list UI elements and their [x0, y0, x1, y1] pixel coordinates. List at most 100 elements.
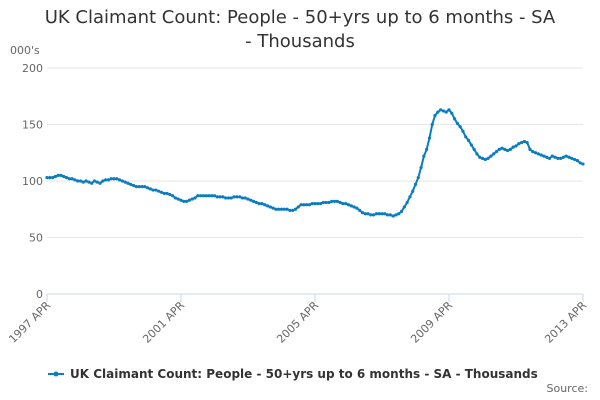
- point: [411, 189, 415, 193]
- point: [360, 211, 365, 215]
- point: [224, 196, 228, 200]
- point: [48, 176, 52, 180]
- point: [235, 195, 239, 199]
- point: [260, 202, 264, 206]
- y-tick-label: 50: [29, 232, 43, 245]
- point: [92, 179, 97, 183]
- point: [299, 203, 303, 207]
- point: [95, 180, 99, 184]
- point: [305, 203, 309, 207]
- point: [441, 109, 446, 113]
- point: [341, 202, 345, 206]
- point: [45, 176, 49, 180]
- point: [553, 155, 557, 159]
- point: [377, 212, 381, 216]
- point: [385, 213, 390, 217]
- point: [519, 140, 524, 145]
- point: [151, 188, 155, 192]
- point: [506, 148, 510, 153]
- legend-label: UK Claimant Count: People - 50+yrs up to…: [70, 367, 538, 381]
- series-line: [47, 108, 584, 218]
- point: [87, 180, 91, 184]
- point: [528, 147, 532, 151]
- point: [567, 155, 571, 159]
- point: [344, 202, 348, 206]
- point: [271, 206, 275, 210]
- point: [210, 194, 214, 198]
- point: [251, 199, 256, 203]
- point: [486, 156, 490, 160]
- point: [56, 173, 60, 177]
- point: [193, 196, 197, 200]
- point: [120, 179, 124, 183]
- point: [70, 177, 74, 181]
- point: [444, 110, 448, 114]
- point: [536, 152, 540, 156]
- point: [307, 203, 312, 207]
- x-tick-label: 2009 APR: [408, 299, 455, 346]
- point: [405, 200, 409, 205]
- point: [62, 174, 66, 179]
- point: [394, 213, 398, 217]
- point: [50, 176, 55, 180]
- point: [346, 203, 351, 207]
- point: [190, 197, 194, 201]
- point: [556, 156, 560, 160]
- point: [352, 205, 356, 209]
- point: [226, 196, 231, 200]
- point: [450, 111, 454, 115]
- point: [542, 154, 546, 158]
- point: [296, 205, 300, 209]
- point: [198, 194, 203, 198]
- point: [369, 213, 373, 217]
- point: [318, 202, 323, 206]
- point: [452, 117, 457, 121]
- point: [64, 176, 69, 180]
- point: [408, 195, 412, 199]
- point: [165, 191, 169, 196]
- point: [249, 198, 253, 202]
- point: [73, 178, 77, 182]
- point: [238, 195, 242, 199]
- point: [76, 179, 80, 183]
- point: [564, 154, 568, 158]
- point: [279, 207, 284, 211]
- point: [455, 121, 459, 125]
- point: [117, 178, 122, 182]
- point: [500, 146, 504, 150]
- point: [461, 129, 465, 133]
- point: [397, 212, 401, 216]
- point: [173, 196, 178, 200]
- point: [243, 196, 247, 200]
- source: Source:: [547, 382, 589, 395]
- point: [475, 152, 479, 156]
- point: [263, 203, 267, 207]
- point: [355, 206, 359, 210]
- point: [517, 142, 521, 146]
- point: [176, 197, 180, 201]
- point: [78, 179, 83, 183]
- point: [419, 165, 423, 170]
- point: [503, 147, 507, 151]
- point: [302, 203, 306, 207]
- point: [81, 180, 85, 184]
- point: [575, 159, 580, 163]
- point: [240, 196, 245, 200]
- point: [285, 207, 289, 211]
- legend-marker: [53, 371, 59, 377]
- point: [363, 212, 367, 216]
- point: [581, 162, 585, 166]
- point: [123, 180, 127, 184]
- y-tick-label: 0: [36, 288, 43, 301]
- point: [313, 202, 317, 206]
- point: [204, 194, 208, 198]
- point: [162, 191, 166, 196]
- point: [187, 198, 191, 202]
- point: [427, 136, 432, 140]
- point: [539, 153, 543, 157]
- point: [436, 110, 440, 114]
- point: [413, 182, 418, 186]
- point: [338, 200, 342, 205]
- point: [335, 199, 339, 203]
